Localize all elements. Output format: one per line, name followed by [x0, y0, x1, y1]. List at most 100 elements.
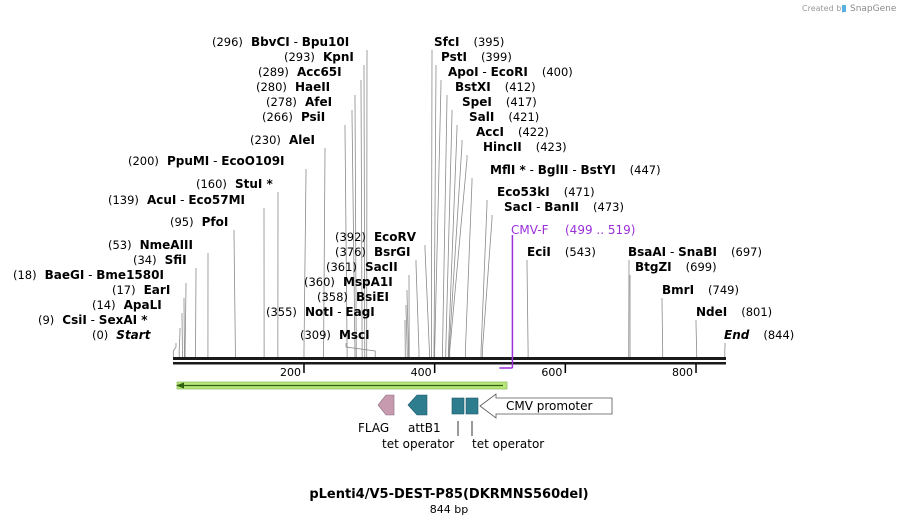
enzyme-name: CsiI	[62, 313, 87, 327]
site-name: Acc65I	[297, 65, 342, 79]
cut-site[interactable]: BmrI (749)	[662, 283, 739, 297]
cut-site[interactable]: Eco53kI (471)	[497, 185, 595, 199]
cut-site[interactable]: (34) SfiI	[133, 253, 187, 267]
site-position: (18)	[13, 268, 37, 282]
site-position: (471)	[564, 185, 595, 199]
feature-attb1[interactable]: attB1	[407, 394, 441, 435]
cut-site[interactable]: (278) AfeI	[266, 95, 332, 109]
cut-site[interactable]: AccI (422)	[476, 125, 549, 139]
cut-site[interactable]: BstXI (412)	[455, 80, 536, 94]
cut-site[interactable]: (0) Start	[92, 328, 152, 342]
cut-site[interactable]: ApoI - EcoRI (400)	[448, 65, 573, 79]
cut-site[interactable]: (17) EarI	[112, 283, 170, 297]
cut-site[interactable]: SalI (421)	[469, 110, 539, 124]
feature-flag[interactable]: FLAG	[358, 394, 395, 435]
site-name: AccI	[476, 125, 504, 139]
site-position: (699)	[686, 260, 717, 274]
primer-cmv-f[interactable]: CMV-F (499 .. 519)	[499, 223, 635, 369]
ruler-tick-label: 800	[672, 366, 693, 379]
site-position: (34)	[133, 253, 157, 267]
cut-site[interactable]: SacI - BanII (473)	[504, 200, 624, 214]
cut-site[interactable]: BtgZI (699)	[635, 260, 717, 274]
site-separator: -	[666, 245, 678, 259]
enzyme-name: SacI	[504, 200, 532, 214]
cut-site[interactable]: (139) AcuI - Eco57MI	[108, 193, 245, 207]
site-leader-line	[447, 125, 458, 357]
site-name: BaeGI - Bme1580I	[45, 268, 164, 282]
cut-site[interactable]: (361) SacII	[326, 260, 398, 274]
site-position: (278)	[266, 95, 297, 109]
sequence-backbone-bottom	[173, 362, 726, 365]
orf-arrow[interactable]	[176, 381, 508, 390]
feature-tet-operator-2[interactable]: tet operator	[465, 397, 544, 451]
enzyme-name: AfeI	[305, 95, 332, 109]
cut-site[interactable]: (230) AleI	[250, 133, 315, 147]
enzyme-name: AleI	[289, 133, 315, 147]
enzyme-name: AccI	[476, 125, 504, 139]
site-position: (361)	[326, 260, 357, 274]
site-leader-line	[661, 298, 664, 357]
cut-site[interactable]: (355) NotI - EagI	[266, 305, 375, 319]
enzyme-name: PsiI	[301, 110, 325, 124]
site-name: AcuI - Eco57MI	[147, 193, 245, 207]
cut-site[interactable]: (376) BsrGI	[335, 245, 410, 259]
cut-site[interactable]: BsaAI - SnaBI (697)	[628, 245, 762, 259]
cut-site[interactable]: NdeI (801)	[696, 305, 772, 319]
site-name: BsrGI	[374, 245, 411, 259]
cut-site[interactable]: End (844)	[724, 328, 794, 342]
site-position: (399)	[481, 50, 512, 64]
cut-site[interactable]: (280) HaeII	[256, 80, 330, 94]
cut-site[interactable]: HincII (423)	[483, 140, 567, 154]
site-position: (0)	[92, 328, 108, 342]
site-separator: -	[290, 35, 302, 49]
attb1-arrow-icon	[407, 394, 428, 416]
cut-site[interactable]: (200) PpuMI - EcoO109I	[128, 154, 285, 168]
enzyme-name: BsaAI	[628, 245, 666, 259]
cut-site[interactable]: (9) CsiI - SexAI *	[38, 313, 148, 327]
cut-site[interactable]: (289) Acc65I	[258, 65, 342, 79]
cut-site[interactable]: MflI * - BglII - BstYI (447)	[490, 163, 661, 177]
cut-site[interactable]: SpeI (417)	[462, 95, 537, 109]
cut-site[interactable]: EciI (543)	[527, 245, 596, 259]
site-leader-line	[354, 95, 357, 357]
feature-label-flag: FLAG	[358, 421, 389, 435]
credit-brand: SnapGene	[850, 4, 897, 14]
site-name: EarI	[144, 283, 171, 297]
cut-site[interactable]: (309) MscI	[300, 328, 370, 342]
cut-site[interactable]: (358) BsiEI	[317, 290, 389, 304]
feature-tet-operator-1[interactable]: tet operator	[382, 397, 465, 451]
enzyme-name: AcuI	[147, 193, 176, 207]
cut-site[interactable]: (293) KpnI	[284, 50, 354, 64]
cut-site[interactable]: (18) BaeGI - Bme1580I	[13, 268, 164, 282]
primer-name: CMV-F	[511, 223, 549, 237]
ruler-tick-label: 400	[411, 366, 432, 379]
site-position: (355)	[266, 305, 297, 319]
site-name: NmeAIII	[140, 238, 193, 252]
cut-site[interactable]: (392) EcoRV	[335, 230, 417, 244]
enzyme-name: PpuMI	[167, 154, 209, 168]
enzyme-name: BbvCI	[251, 35, 290, 49]
enzyme-name: EarI	[144, 283, 171, 297]
cut-site[interactable]: (95) PfoI	[170, 215, 228, 229]
cut-site[interactable]: (160) StuI *	[196, 177, 274, 191]
site-name: AfeI	[305, 95, 332, 109]
site-separator: -	[87, 313, 99, 327]
site-leader-line	[434, 80, 442, 357]
cut-site[interactable]: (360) MspA1I	[304, 275, 393, 289]
site-name: EcoRV	[374, 230, 417, 244]
cut-site[interactable]: (266) PsiI	[262, 110, 325, 124]
primer-range: (499 .. 519)	[565, 223, 635, 237]
site-leader-line	[172, 343, 177, 357]
cut-site[interactable]: (53) NmeAIII	[108, 238, 193, 252]
tet-operator-box-1	[451, 397, 465, 415]
leader-lines	[172, 50, 726, 357]
snapgene-logo-icon	[842, 5, 846, 12]
cut-site[interactable]: (14) ApaLI	[92, 298, 162, 312]
cut-site[interactable]: PstI (399)	[441, 50, 512, 64]
cut-site[interactable]: SfcI (395)	[434, 35, 504, 49]
enzyme-name: NmeAIII	[140, 238, 193, 252]
site-position: (422)	[518, 125, 549, 139]
enzyme-name: SnaBI	[678, 245, 717, 259]
cut-site[interactable]: (296) BbvCI - Bpu10I	[212, 35, 349, 49]
feature-cmv-promoter[interactable]: CMV promoter	[479, 393, 613, 419]
